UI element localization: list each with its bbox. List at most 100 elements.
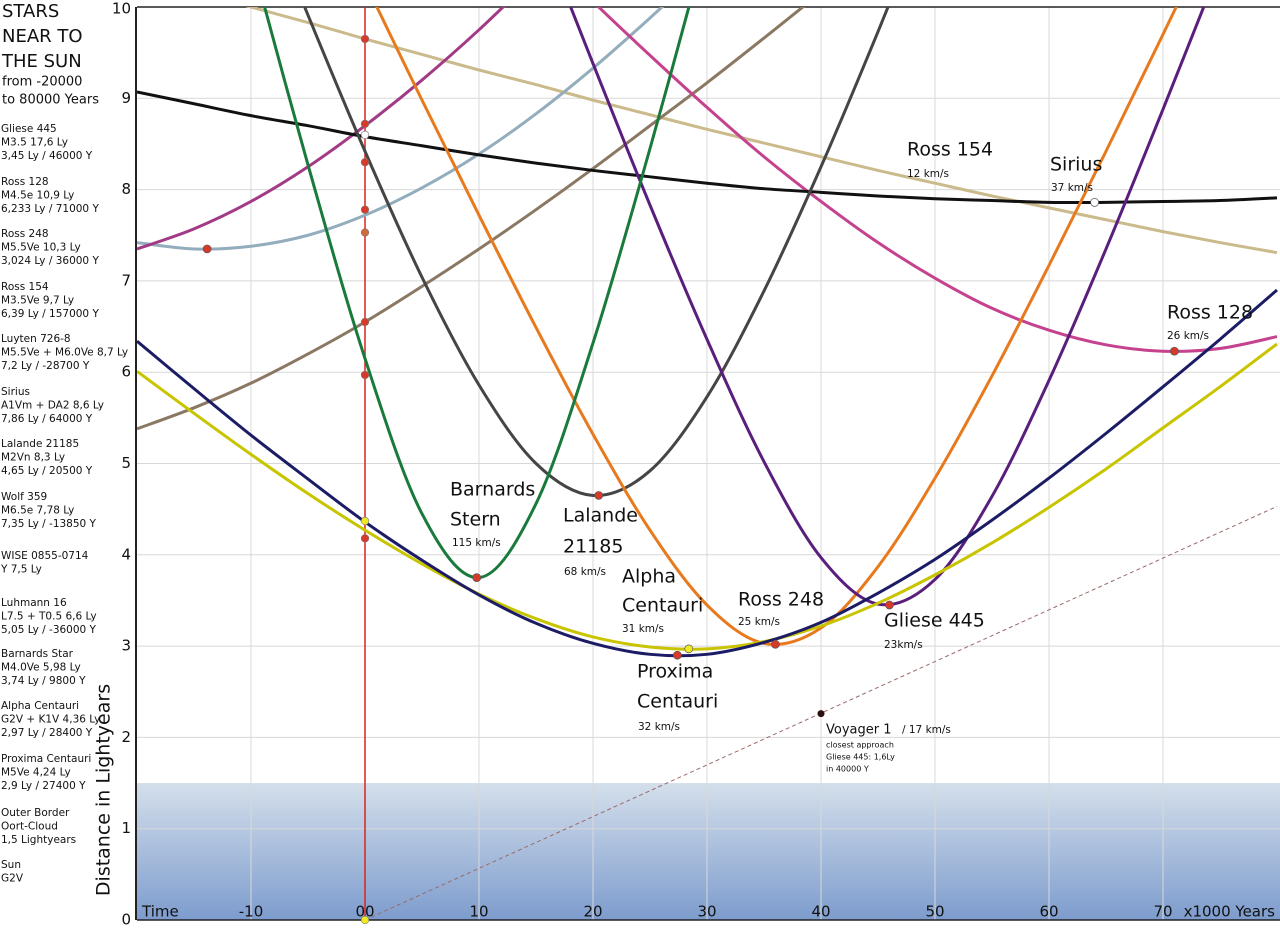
- sidebar-text: 1,5 Lightyears: [1, 834, 76, 846]
- sidebar-text: 2,9 Ly / 27400 Y: [1, 780, 86, 792]
- current-distance-dot: [360, 317, 370, 327]
- star-curve: [245, 7, 1278, 255]
- current-distance-dot: [360, 205, 370, 214]
- y-tick-label: 5: [121, 454, 131, 472]
- subtitle: from -20000: [2, 75, 82, 90]
- y-tick-label: 3: [121, 637, 131, 655]
- current-distance-dot: [360, 534, 370, 543]
- sidebar-text: 3,45 Ly / 46000 Y: [1, 150, 93, 162]
- current-distance-dot: [360, 370, 370, 380]
- x-tick-label: 30: [697, 903, 716, 921]
- current-distance-dot: [360, 119, 370, 128]
- sidebar-text: Wolf 359: [1, 491, 47, 503]
- star-curve: [137, 288, 1278, 658]
- sidebar-text: Ross 154: [1, 281, 49, 293]
- sidebar-text: Luhmann 16: [1, 597, 67, 609]
- sidebar-text: 3,024 Ly / 36000 Y: [1, 255, 99, 267]
- annotation: Gliese 445: 1,6Ly: [826, 753, 895, 762]
- annotation: Centauri: [622, 595, 703, 617]
- annotation: Sirius: [1050, 154, 1102, 176]
- x-tick-label: 50: [925, 903, 944, 921]
- x-tick-label: 20: [583, 903, 602, 921]
- current-distance-dot: [360, 158, 370, 167]
- x-tick-label: -10: [239, 903, 264, 921]
- y-tick-label: 8: [121, 180, 131, 198]
- sidebar-text: 2,97 Ly / 28400 Y: [1, 727, 93, 739]
- annotation: Barnards: [450, 479, 535, 501]
- sidebar-text: A1Vm + DA2 8,6 Ly: [1, 400, 104, 412]
- y-tick-label: 4: [121, 545, 131, 563]
- star-curve: [137, 90, 1278, 205]
- sidebar-text: M3.5Ve 9,7 Ly: [1, 295, 74, 307]
- sidebar-text: M4.5e 10,9 Ly: [1, 190, 74, 202]
- annotation: Ross 128: [1167, 302, 1253, 324]
- closest-approach-dot: [885, 600, 894, 610]
- sidebar-text: Y 7,5 Ly: [0, 564, 42, 576]
- sidebar-text: Barnards Star: [1, 648, 74, 660]
- annotation: 68 km/s: [564, 566, 606, 578]
- sidebar-text: Sirius: [1, 386, 30, 398]
- x-tick-label: 60: [1039, 903, 1058, 921]
- sidebar-text: M5.5Ve 10,3 Ly: [1, 242, 81, 254]
- star-curve: [375, 7, 1178, 646]
- current-distance-dot: [360, 34, 370, 44]
- annotation: 23km/s: [884, 639, 923, 651]
- star-curve: [137, 342, 1278, 651]
- annotation: 25 km/s: [738, 616, 780, 628]
- annotation: in 40000 Y: [826, 765, 869, 774]
- y-tick-label: 7: [121, 271, 131, 289]
- annotation: Stern: [450, 509, 501, 531]
- sidebar-text: G2V + K1V 4,36 Ly: [1, 714, 100, 726]
- annotation: 115 km/s: [452, 537, 501, 549]
- sidebar-text: Outer Border: [1, 807, 70, 819]
- sidebar-text: Ross 128: [1, 176, 49, 188]
- annotation: Ross 248: [738, 589, 824, 611]
- x-tick-label: 10: [469, 903, 488, 921]
- current-distance-dot: [360, 130, 370, 139]
- sidebar-text: L7.5 + T0.5 6,6 Ly: [1, 611, 97, 623]
- sidebar-text: M5Ve 4,24 Ly: [1, 767, 71, 779]
- annotation: 32 km/s: [638, 721, 680, 733]
- annotation: Voyager 1: [826, 723, 892, 738]
- star-curve: [596, 7, 1278, 353]
- y-tick-label: 6: [121, 363, 131, 381]
- current-distance-dot: [360, 516, 370, 526]
- sidebar-text: Gliese 445: [1, 123, 57, 135]
- sidebar-text: M6.5e 7,78 Ly: [1, 505, 74, 517]
- sidebar-text: Lalande 21185: [1, 438, 79, 450]
- sidebar-text: 3,74 Ly / 9800 Y: [1, 675, 86, 687]
- sidebar-text: G2V: [1, 873, 24, 885]
- sidebar-text: M3.5 17,6 Ly: [1, 137, 68, 149]
- closest-approach-dot: [1170, 346, 1179, 356]
- closest-approach-dot: [472, 573, 482, 582]
- annotation: 21185: [563, 536, 623, 558]
- y-tick-label: 0: [121, 911, 131, 928]
- star-curve: [303, 7, 890, 497]
- sidebar-text: 7,35 Ly / -13850 Y: [1, 518, 97, 530]
- x-tick-label: 40: [811, 903, 830, 921]
- sidebar-text: M4.0Ve 5,98 Ly: [1, 662, 81, 674]
- annotation: closest approach: [826, 741, 894, 750]
- y-tick-label: 1: [121, 819, 131, 837]
- closest-approach-dot: [684, 644, 694, 654]
- x-tick-label: x1000 Years: [1184, 903, 1276, 921]
- x-tick-label: Time: [141, 903, 179, 921]
- sidebar-text: Ross 248: [1, 228, 49, 240]
- closest-approach-dot: [202, 244, 212, 254]
- sidebar-text: 6,39 Ly / 157000 Y: [1, 308, 99, 320]
- annotation: Alpha: [622, 566, 676, 588]
- closest-approach-dot: [594, 491, 604, 500]
- voyager-dot: [817, 710, 825, 718]
- x-tick-label: 70: [1153, 903, 1172, 921]
- sidebar-text: 6,233 Ly / 71000 Y: [1, 203, 99, 215]
- sidebar-text: 4,65 Ly / 20500 Y: [1, 465, 93, 477]
- annotation: Lalande: [563, 505, 638, 527]
- sidebar-text: Proxima Centauri: [1, 753, 91, 765]
- y-axis-label: Distance in Lightyears: [93, 684, 115, 896]
- plot-area: [137, 7, 1278, 920]
- star-curve: [137, 7, 665, 251]
- annotation: / 17 km/s: [902, 724, 951, 736]
- subtitle: to 80000 Years: [2, 93, 99, 108]
- current-distance-dot: [360, 228, 370, 237]
